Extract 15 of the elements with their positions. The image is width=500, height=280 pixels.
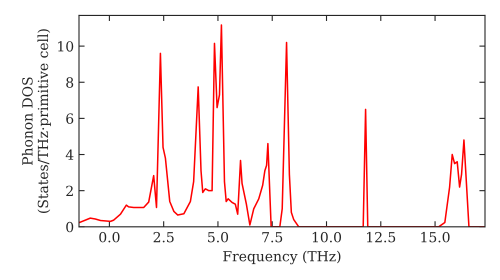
- x-axis-title: Frequency (THz): [223, 250, 340, 264]
- y-tick-label: 8: [66, 77, 74, 88]
- x-tick-label: 5.0: [208, 232, 228, 242]
- y-axis-title: Phonon DOS (States/THz·primitive cell): [22, 29, 51, 213]
- y-tick-label: 0: [66, 222, 74, 232]
- x-tick-label: 7.5: [262, 232, 282, 242]
- y-tick-label: 2: [66, 186, 73, 196]
- y-tick-label: 10: [58, 41, 74, 52]
- x-tick-label: 10.0: [312, 232, 342, 242]
- x-tick-label: 0.0: [99, 232, 120, 242]
- x-tick-label: 2.5: [154, 232, 174, 242]
- y-tick-label: 6: [66, 113, 74, 124]
- x-tick-label: 12.5: [367, 232, 396, 242]
- y-tick-label: 4: [66, 149, 74, 160]
- x-tick-label: 15.0: [421, 232, 450, 242]
